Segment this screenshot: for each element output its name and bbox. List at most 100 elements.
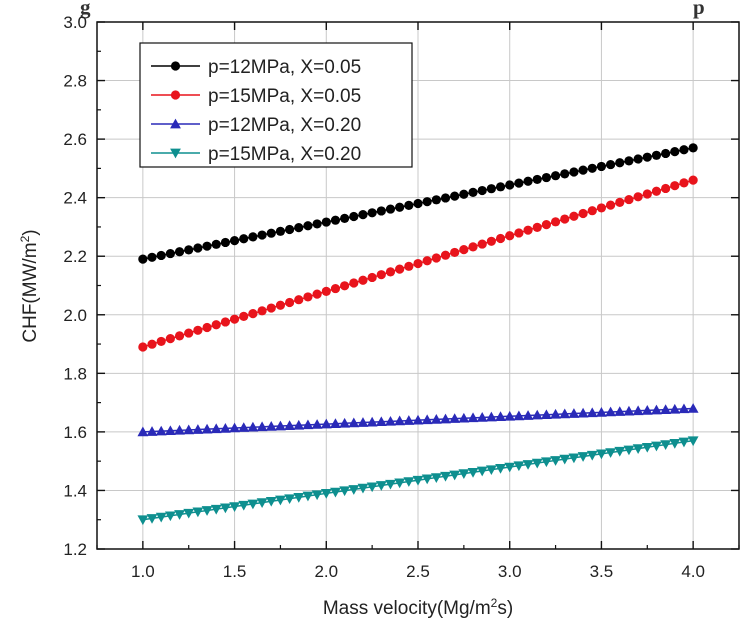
data-point [615, 158, 625, 168]
data-point [257, 230, 267, 240]
data-point [358, 275, 368, 285]
y-tick-label: 2.4 [63, 189, 87, 208]
data-point [210, 504, 222, 515]
data-point [193, 325, 203, 335]
series-2 [138, 175, 698, 352]
data-point [421, 474, 433, 485]
data-point [678, 437, 690, 448]
data-point [606, 200, 616, 210]
data-point [339, 486, 351, 497]
legend-marker [170, 148, 181, 159]
data-point [450, 191, 460, 201]
data-point [495, 233, 506, 244]
data-point [238, 500, 250, 511]
data-point [606, 159, 616, 170]
data-point [248, 232, 258, 242]
data-point [201, 423, 213, 434]
data-point [275, 420, 286, 431]
legend-marker [170, 90, 181, 100]
data-point [477, 239, 487, 249]
data-point [193, 243, 203, 253]
data-point [265, 496, 277, 507]
data-point [412, 475, 424, 486]
data-point [294, 223, 304, 233]
data-point [256, 498, 268, 508]
data-point [541, 172, 552, 183]
data-point [376, 270, 386, 280]
data-point [294, 295, 304, 305]
data-point [641, 405, 653, 415]
data-point [285, 297, 295, 308]
data-point [293, 493, 305, 503]
x-tick-label: 3.5 [590, 562, 614, 581]
data-point [266, 303, 276, 313]
data-point [302, 419, 314, 430]
data-point [632, 405, 644, 416]
data-point [661, 148, 671, 159]
data-point [651, 186, 662, 196]
data-point [504, 462, 516, 473]
legend-label: p=15MPa, X=0.05 [208, 86, 361, 107]
data-point [201, 506, 213, 516]
data-point [265, 421, 277, 431]
data-point [266, 228, 276, 238]
data-point [514, 228, 524, 238]
data-point [320, 418, 332, 429]
y-tick-label: 2.8 [63, 72, 87, 91]
data-point [165, 334, 175, 344]
data-point [532, 222, 542, 232]
x-axis-title: Mass velocity(Mg/m2s) [323, 596, 513, 619]
series-layer [137, 143, 699, 526]
data-point [146, 426, 158, 436]
data-point [174, 424, 185, 435]
data-point [642, 189, 652, 199]
data-point [560, 214, 570, 224]
data-point [164, 511, 176, 522]
data-point [174, 331, 185, 341]
data-point [357, 417, 369, 427]
legend-entry-4: p=15MPa, X=0.20 [151, 144, 361, 165]
data-point [275, 495, 286, 506]
data-point [165, 248, 175, 259]
x-tick-label: 2.5 [406, 562, 430, 581]
data-point [229, 236, 240, 246]
x-axis-title-end: s) [497, 598, 513, 619]
x-tick-label: 1.0 [131, 562, 155, 581]
series-4 [137, 436, 699, 526]
data-point [505, 231, 515, 241]
data-point [559, 454, 571, 465]
y-axis-title-sup: 2 [18, 235, 32, 242]
data-point [523, 225, 533, 235]
data-point [633, 192, 643, 202]
x-tick-label: 2.0 [314, 562, 338, 581]
y-axis-title: CHF(MW/m2) [18, 229, 41, 342]
data-point [596, 203, 607, 213]
x-tick-label: 1.5 [223, 562, 247, 581]
series-1 [138, 143, 698, 264]
y-tick-label: 1.4 [63, 481, 87, 500]
data-point [504, 410, 516, 421]
data-point [651, 404, 662, 415]
data-point [687, 436, 699, 447]
data-point [531, 409, 543, 420]
data-point [257, 306, 267, 316]
data-point [670, 147, 680, 157]
data-point [679, 145, 689, 155]
legend-box [139, 42, 413, 168]
data-point [586, 407, 598, 418]
y-tick-label: 2.0 [63, 306, 87, 325]
data-point [183, 424, 195, 435]
data-point [641, 442, 653, 453]
data-point [339, 417, 351, 428]
legend-entry-3: p=12MPa, X=0.20 [151, 115, 361, 136]
data-point [422, 197, 432, 207]
axis-ticks [96, 21, 740, 550]
legend-entry-2: p=15MPa, X=0.05 [151, 86, 361, 107]
data-point [184, 328, 194, 338]
data-point [349, 278, 359, 288]
data-point [146, 514, 158, 524]
data-point [220, 237, 230, 248]
legend-label: p=15MPa, X=0.20 [208, 144, 361, 165]
data-point [312, 219, 322, 229]
data-point [184, 245, 194, 255]
